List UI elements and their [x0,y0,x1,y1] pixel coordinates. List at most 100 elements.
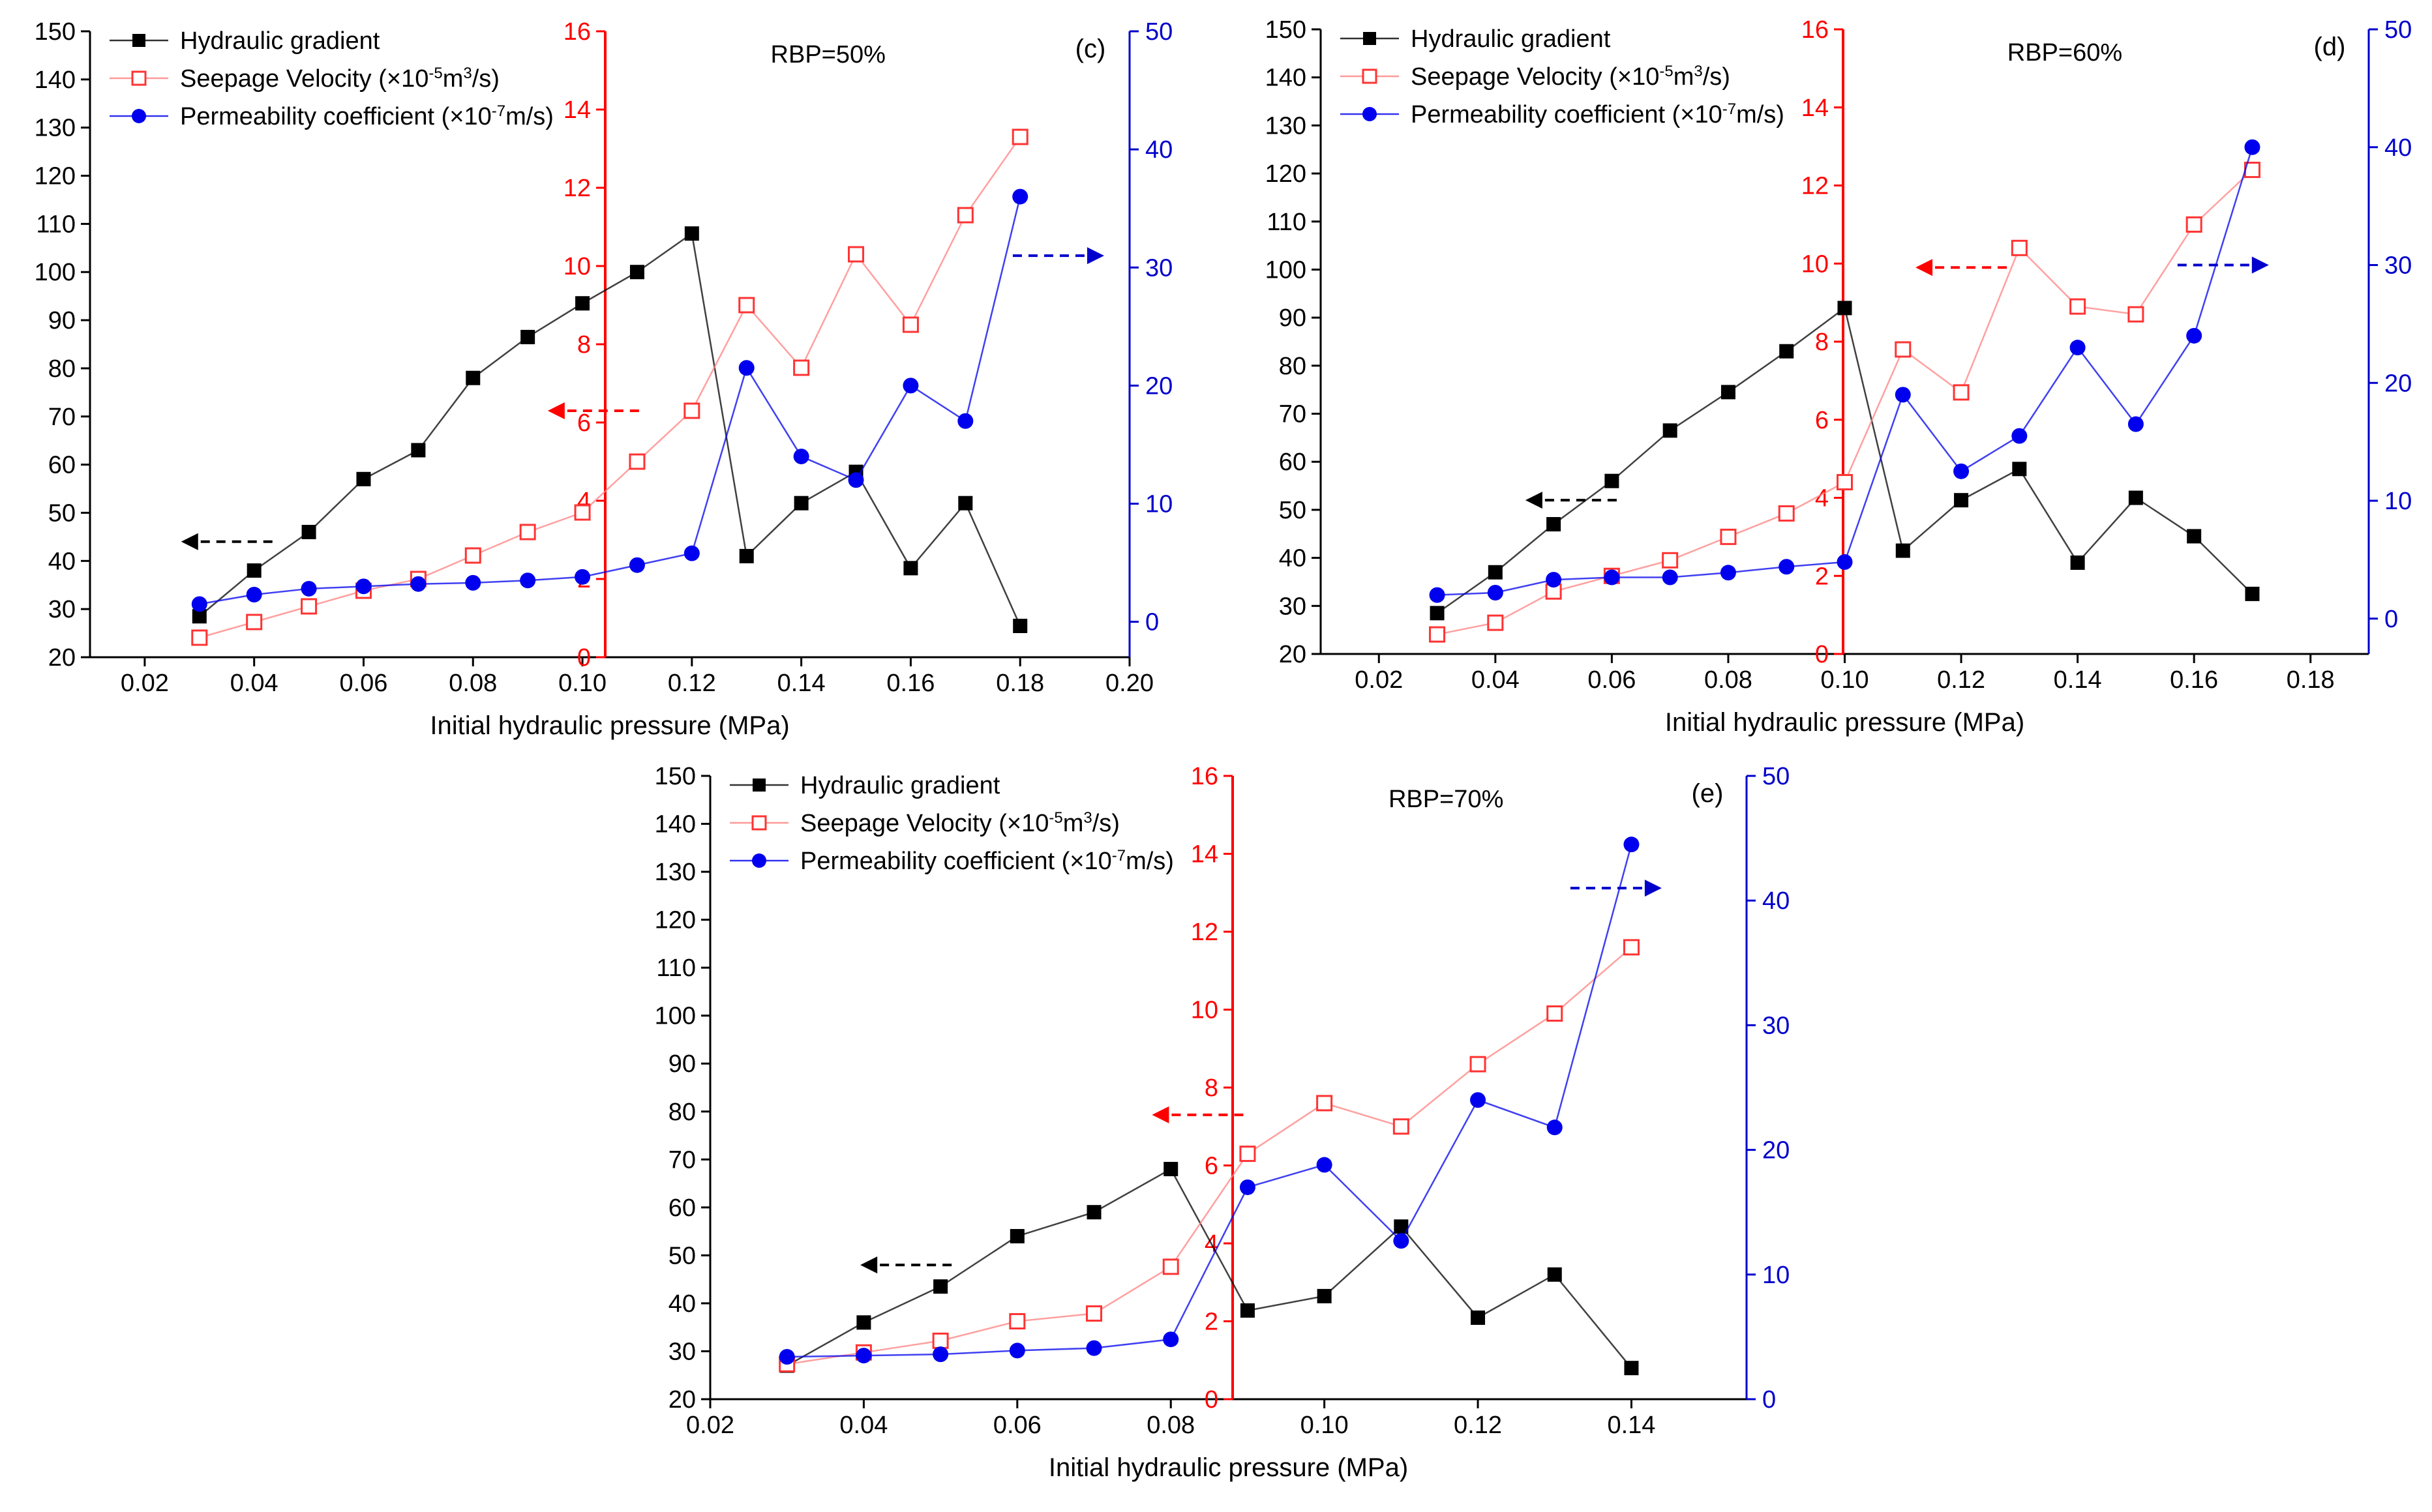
left-y-tick-label: 140 [1265,65,1306,92]
data-point [2244,139,2260,155]
x-tick-label: 0.18 [996,670,1044,697]
legend-label: Seepage Velocity (×10-5m3/s) [800,809,1120,838]
right-y-tick-label: 0 [1145,609,1159,636]
data-point [1546,517,1561,532]
mid-y-tick-label: 6 [1815,407,1829,434]
legend-marker [1362,68,1377,84]
data-point [1393,1233,1409,1249]
data-point [1720,385,1735,400]
legend-marker [751,815,767,831]
data-point [683,545,700,561]
rbp-annotation: RBP=60% [2007,39,2122,67]
legend-marker [1362,107,1377,121]
mid-y-tick-label: 16 [1191,763,1218,790]
x-tick-label: 0.14 [1607,1412,1655,1439]
left-y-tick-label: 20 [1279,641,1306,668]
x-tick-label: 0.12 [1937,666,1985,694]
data-point [1546,1005,1563,1022]
mid-y-tick-label: 8 [577,331,591,359]
data-point [958,496,973,511]
left-y-tick-label: 80 [668,1099,696,1126]
left-y-tick-label: 140 [35,67,76,94]
data-point [191,596,207,612]
data-point [301,598,318,615]
mid-y-tick-label: 0 [577,644,591,672]
right-y-tick-label: 50 [1762,763,1790,790]
x-axis-title: Initial hydraulic pressure (MPa) [1665,708,2024,737]
right-y-tick-label: 30 [2384,252,2412,280]
x-axis-title: Initial hydraulic pressure (MPa) [1049,1453,1408,1482]
mid-y-tick-label: 12 [1801,173,1829,200]
left-y-tick-label: 90 [48,307,76,334]
data-point [1086,1340,1102,1356]
left-y-tick-label: 120 [1265,160,1306,188]
mid-y-tick-label: 14 [1801,95,1829,122]
data-point [2011,428,2028,444]
series-seepage-velocity [779,939,1640,1372]
left-y-tick-label: 50 [668,1242,696,1269]
data-point [1895,543,1910,558]
data-point [1316,1157,1332,1173]
data-point [903,561,918,576]
data-point [1837,301,1852,316]
left-y-tick-label: 140 [655,811,696,838]
x-tick-label: 0.04 [839,1412,888,1439]
mid-y-tick-label: 8 [1815,329,1829,356]
legend-label: Permeability coefficient (×10-7m/s) [1411,100,1784,129]
data-point [1162,1258,1179,1275]
x-tick-label: 0.04 [1471,666,1520,694]
x-tick-label: 0.12 [668,670,716,697]
left-y-tick-label: 70 [48,404,76,431]
left-y-tick-label: 110 [36,211,76,238]
data-point [1013,619,1028,633]
series-line [787,1168,1632,1369]
x-tick-label: 0.10 [1821,666,1869,694]
mid-y-tick-label: 8 [1205,1075,1218,1102]
legend-label: Hydraulic gradient [800,772,1000,799]
data-point [848,246,865,263]
right-y-tick-label: 40 [2384,134,2412,162]
left-y-tick-label: 100 [655,1003,696,1030]
left-y-tick-label: 20 [48,644,76,672]
data-point [1546,572,1562,588]
data-point [933,1279,948,1294]
left-y-tick-label: 120 [655,907,696,934]
legend-label: Hydraulic gradient [180,27,380,55]
data-point [1471,1310,1486,1325]
right-y-tick-label: 50 [1145,18,1173,46]
x-tick-label: 0.06 [993,1412,1042,1439]
data-point [1086,1305,1103,1322]
left-y-tick-label: 40 [48,548,76,575]
left-y-tick-label: 90 [1279,304,1306,332]
mid-y-tick-label: 16 [1801,16,1829,44]
left-y-tick-label: 20 [668,1386,696,1414]
legend-marker [131,70,147,86]
data-point [191,629,208,646]
data-point [1623,939,1640,956]
left-y-tick-label: 50 [1279,497,1306,524]
right-y-tick-label: 0 [1762,1386,1776,1414]
data-point [520,572,536,589]
data-point [519,524,536,541]
chart-panel-2: 0.02 0.04 0.06 0.08 0.10 0.12 0.14 0.16 0.18 Init… [1265,16,2412,737]
x-tick-label: 0.10 [558,670,607,697]
data-point [1488,565,1503,580]
legend-marker [752,853,766,868]
data-point [2069,340,2086,356]
data-point [466,370,481,385]
data-point [1837,554,1853,571]
legend-marker [753,778,766,792]
data-point [933,1346,949,1363]
data-point [793,449,809,465]
data-point [465,574,481,591]
left-y-tick-label: 80 [1279,353,1306,380]
left-y-tick-label: 150 [35,18,76,46]
direction-arrow-head [1644,880,1662,897]
x-tick-label: 0.08 [1704,666,1752,694]
legend-marker [132,109,146,123]
data-point [301,525,316,539]
legend-marker [1363,32,1376,45]
data-point [355,578,372,595]
data-point [1720,565,1736,581]
